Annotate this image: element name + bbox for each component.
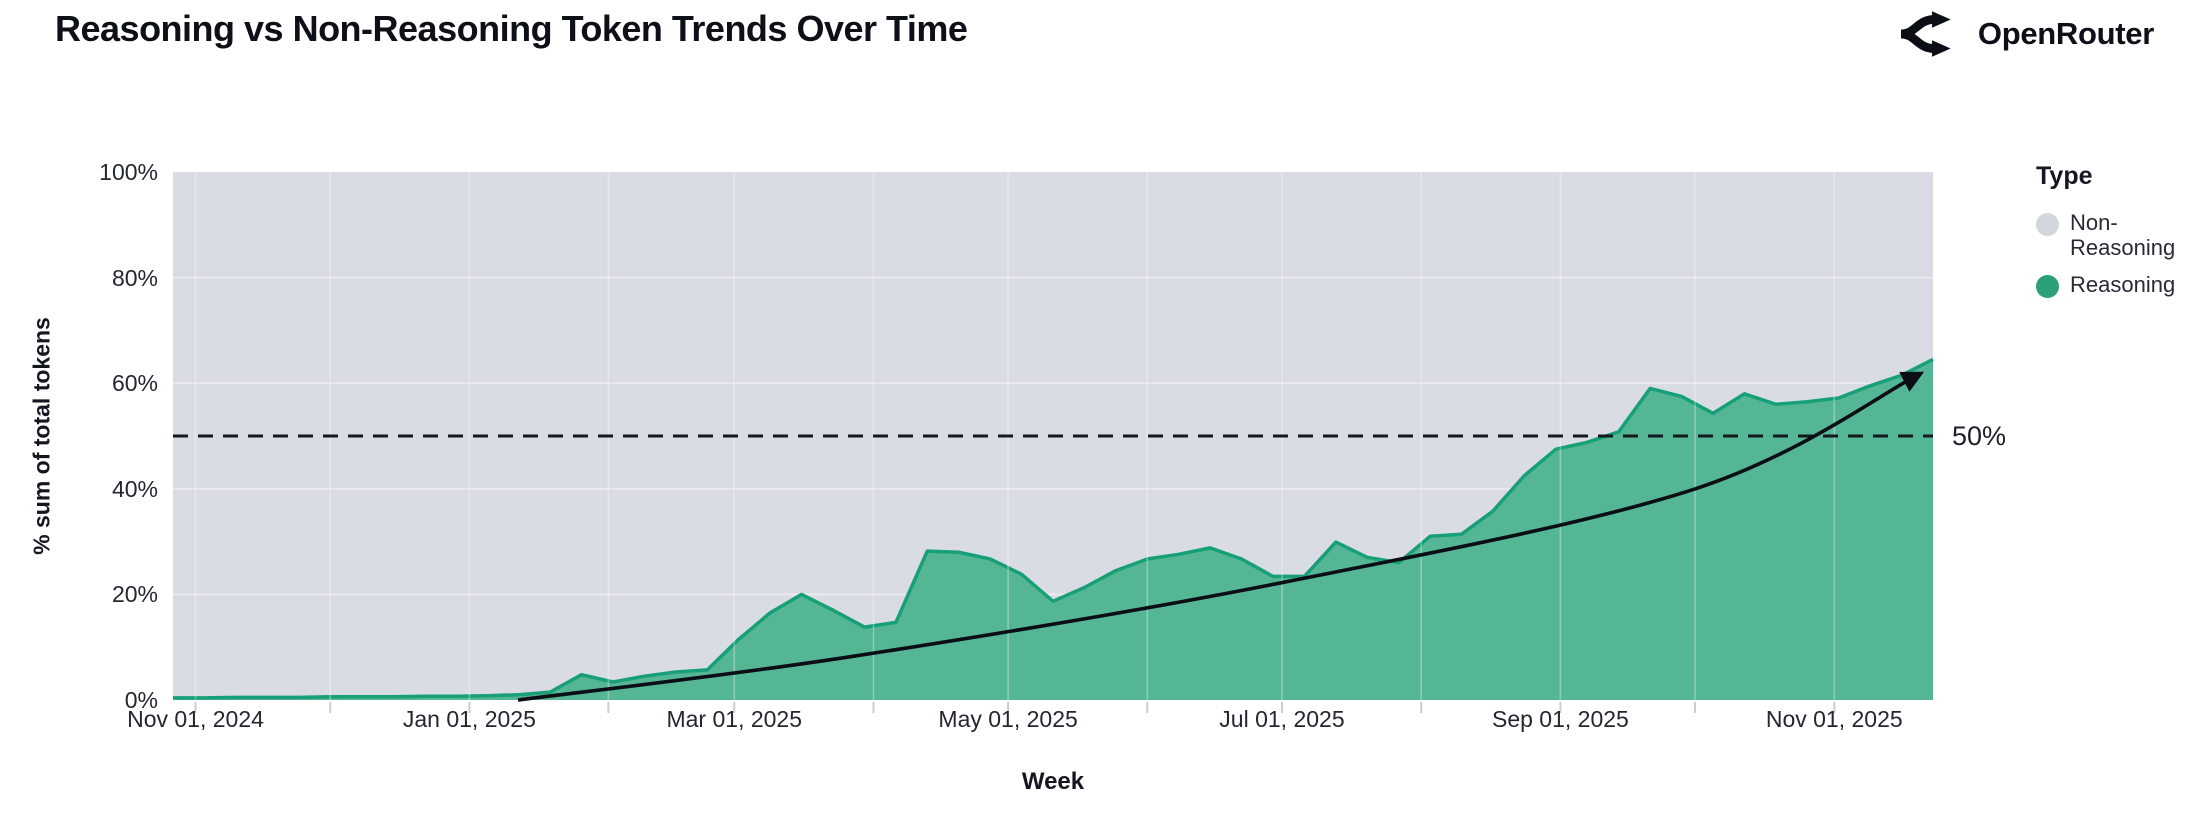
brand-logo: OpenRouter — [1900, 10, 2154, 58]
y-axis-title: % sum of total tokens — [28, 317, 55, 555]
legend-item-reasoning: Reasoning — [2036, 272, 2196, 299]
page-title: Reasoning vs Non-Reasoning Token Trends … — [55, 8, 968, 49]
x-tick-label: Mar 01, 2025 — [666, 706, 803, 732]
trend-arrow — [517, 371, 1925, 702]
legend-title: Type — [2036, 162, 2093, 190]
x-tick-label: Nov 01, 2024 — [127, 706, 264, 732]
legend-label: Reasoning — [2070, 272, 2176, 298]
x-axis-title: Week — [1021, 768, 1085, 795]
y-tick-label: 60% — [111, 370, 158, 397]
fifty-percent-annotation: 50% — [1952, 421, 2007, 451]
chart-legend: Type Non-Reasoning Reasoning — [2036, 162, 2196, 311]
y-tick-label: 40% — [111, 475, 158, 502]
y-tick-label: 80% — [111, 264, 158, 291]
stacked-area-chart — [173, 172, 1934, 713]
y-tick-label: 20% — [111, 581, 158, 608]
x-tick-label: Sep 01, 2025 — [1491, 706, 1629, 732]
x-tick-label: Jan 01, 2025 — [402, 706, 536, 732]
reasoning-area — [173, 359, 1933, 700]
x-tick-label: Jul 01, 2025 — [1219, 706, 1345, 732]
legend-label: Non-Reasoning — [2070, 210, 2176, 260]
y-tick-label: 0% — [124, 687, 158, 713]
x-tick-label: May 01, 2025 — [938, 706, 1078, 732]
openrouter-route-icon — [1900, 11, 1951, 57]
legend-swatch — [2036, 213, 2059, 236]
x-tick-label: Nov 01, 2025 — [1765, 706, 1903, 732]
legend-item-non-reasoning: Non-Reasoning — [2036, 210, 2196, 260]
y-tick-label: 100% — [99, 159, 158, 185]
brand-name: OpenRouter — [1977, 16, 2154, 51]
reasoning-area-outline — [173, 357, 1934, 700]
legend-swatch — [2036, 275, 2059, 299]
